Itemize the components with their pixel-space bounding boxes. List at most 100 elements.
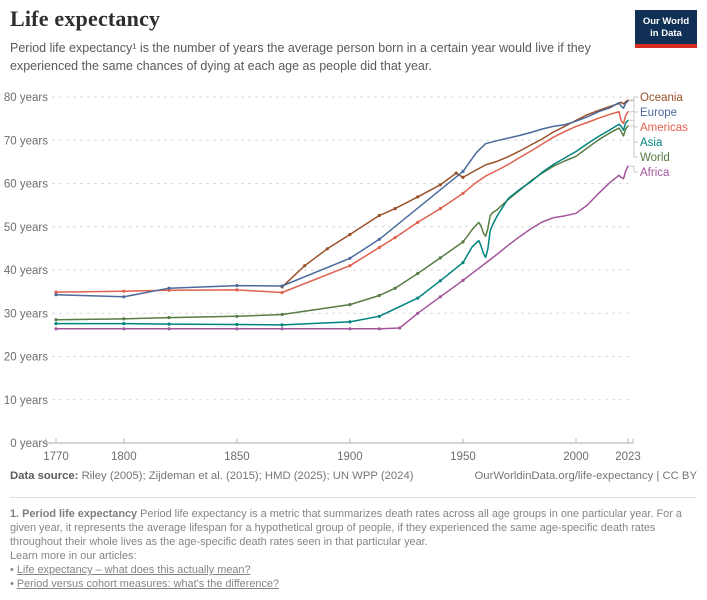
series-marker-world-1913 [377, 293, 381, 298]
x-tick-label-2023: 2023 [615, 451, 641, 463]
series-marker-africa-1913 [377, 327, 381, 331]
y-tick-label-60: 60 years [4, 179, 48, 191]
series-marker-world-1820 [167, 316, 171, 320]
series-marker-europe-1913 [377, 237, 381, 241]
series-marker-world-1800 [122, 317, 126, 321]
attribution-link[interactable]: OurWorldinData.org/life-expectancy | CC … [474, 470, 697, 482]
page-title: Life expectancy [10, 6, 161, 31]
chart-footer: Data source: Riley (2005); Zijdeman et a… [10, 470, 697, 482]
series-marker-europe-1820 [167, 286, 171, 290]
series-line-world[interactable] [55, 125, 629, 321]
series-marker-asia-1850 [235, 322, 239, 327]
series-marker-africa-1950 [461, 278, 465, 282]
owid-logo-line1: Our World [642, 16, 690, 27]
series-line-americas[interactable] [55, 110, 629, 294]
series-line-oceania[interactable] [281, 99, 629, 288]
y-tick-label-30: 30 years [4, 308, 48, 320]
series-marker-africa-1870 [280, 327, 284, 331]
legend-label-americas[interactable]: Americas [640, 122, 688, 134]
series-marker-africa-1850 [235, 327, 239, 331]
series-marker-world-1900 [348, 303, 352, 307]
series-marker-asia-1940 [438, 279, 442, 283]
series-marker-americas-1870 [280, 290, 284, 295]
series-marker-world-1950 [461, 240, 465, 244]
series-marker-oceania-1947 [454, 171, 458, 175]
series-marker-americas-1950 [461, 191, 465, 195]
y-tick-label-0: 0 years [10, 438, 48, 450]
y-tick-label-80: 80 years [4, 92, 48, 104]
y-tick-label-10: 10 years [4, 395, 48, 407]
series-marker-oceania-1913 [377, 213, 381, 218]
legend-label-africa[interactable]: Africa [640, 167, 670, 179]
series-marker-asia-1800 [122, 322, 126, 326]
series-marker-africa-1820 [167, 327, 171, 331]
series-marker-americas-1940 [438, 207, 442, 211]
y-tick-label-20: 20 years [4, 352, 48, 364]
legend-connector-americas [629, 111, 638, 128]
x-tick-label-2000: 2000 [563, 451, 589, 463]
series-marker-world-1850 [235, 314, 239, 318]
series-marker-americas-1770 [54, 290, 58, 294]
y-tick-label-40: 40 years [4, 265, 48, 277]
footer-divider [10, 497, 697, 498]
legend-connector-africa [629, 165, 638, 173]
footnote-learn-more: Learn more in our articles: [10, 550, 137, 562]
link-life-expectancy-meaning[interactable]: Life expectancy – what does this actuall… [16, 564, 251, 576]
series-marker-africa-1900 [348, 327, 352, 331]
series-marker-oceania-1880 [303, 264, 307, 268]
series-line-africa[interactable] [55, 165, 629, 330]
legend-label-world[interactable]: World [640, 152, 670, 164]
series-marker-americas-1900 [348, 264, 352, 268]
footnote-definition: 1. Period life expectancy Period life ex… [10, 508, 682, 548]
series-line-asia[interactable] [55, 119, 629, 326]
series-marker-africa-1770 [54, 327, 58, 331]
series-marker-asia-1870 [280, 323, 284, 327]
footnote-term: 1. Period life expectancy [10, 508, 138, 520]
series-marker-americas-1920 [393, 236, 397, 240]
x-tick-label-1770: 1770 [43, 451, 69, 463]
series-line-europe[interactable] [55, 100, 629, 298]
series-marker-americas-1930 [416, 220, 420, 224]
series-marker-europe-1800 [122, 295, 126, 299]
series-marker-asia-1913 [377, 314, 381, 318]
series-marker-oceania-1940 [438, 183, 442, 187]
series-marker-europe-1870 [280, 284, 284, 288]
x-tick-label-1900: 1900 [337, 451, 363, 463]
legend-label-oceania[interactable]: Oceania [640, 92, 683, 104]
series-marker-asia-1820 [167, 322, 171, 326]
series-marker-americas-1850 [235, 288, 239, 292]
legend-connector-oceania [629, 96, 638, 101]
footnote-bullet-2: • Period versus cohort measures: what's … [10, 578, 280, 590]
footnote-bullet-1: • Life expectancy – what does this actua… [10, 564, 251, 576]
series-marker-americas-1800 [122, 289, 126, 293]
owid-logo[interactable]: Our World in Data [635, 10, 697, 48]
series-marker-world-1930 [416, 271, 420, 276]
series-marker-asia-1900 [348, 320, 352, 324]
series-marker-oceania-1920 [393, 207, 397, 211]
series-marker-oceania-1930 [416, 195, 420, 199]
series-marker-africa-1940 [438, 295, 442, 299]
series-marker-europe-1850 [235, 284, 239, 288]
series-marker-oceania-1950 [461, 175, 465, 179]
series-marker-world-1940 [438, 256, 442, 260]
series-marker-asia-1950 [461, 261, 465, 265]
x-tick-label-1850: 1850 [224, 451, 250, 463]
data-source-label: Data source: [10, 470, 79, 482]
legend-connector-world [629, 125, 638, 158]
owid-logo-line2: in Data [650, 27, 682, 39]
series-marker-europe-1770 [54, 293, 58, 297]
chart-subtitle: Period life expectancy¹ is the number of… [10, 41, 591, 73]
series-marker-world-1770 [54, 318, 58, 322]
series-marker-world-1920 [393, 286, 397, 290]
life-expectancy-line-chart[interactable]: 0 years 10 years 20 years 30 years 40 years 5… [0, 73, 707, 468]
series-marker-africa-1930 [416, 311, 420, 315]
series-marker-africa-1800 [122, 327, 126, 331]
legend-label-asia[interactable]: Asia [640, 137, 663, 149]
x-tick-label-1950: 1950 [450, 451, 476, 463]
series-marker-world-1870 [280, 312, 284, 317]
legend-label-europe[interactable]: Europe [640, 107, 677, 119]
link-period-vs-cohort[interactable]: Period versus cohort measures: what's th… [16, 578, 280, 590]
series-marker-europe-1950 [461, 169, 465, 173]
series-marker-oceania-1890 [325, 247, 329, 251]
